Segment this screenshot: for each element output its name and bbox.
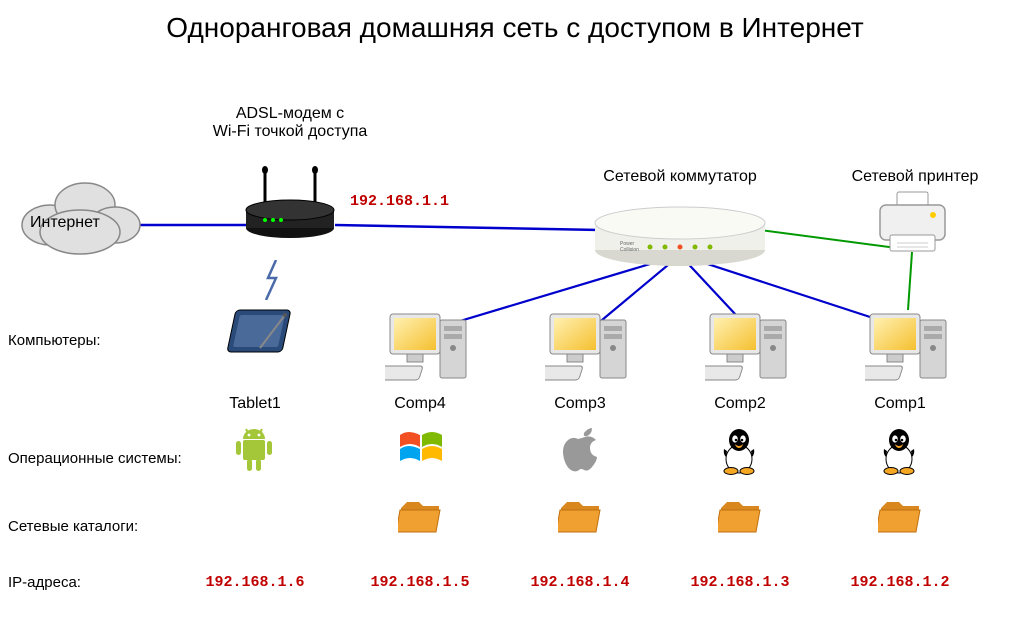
linux-icon (878, 427, 920, 475)
linux-icon (718, 427, 760, 475)
modem-ip: 192.168.1.1 (350, 193, 449, 210)
device-name: Comp4 (370, 395, 470, 413)
apple-icon (558, 427, 598, 473)
printer-icon (875, 190, 950, 255)
android-icon (233, 427, 275, 475)
device-name: Tablet1 (205, 395, 305, 413)
folder-icon (398, 500, 442, 534)
svg-text:Collision: Collision (620, 247, 639, 253)
row-os-label: Операционные системы: (8, 450, 182, 467)
windows-icon (398, 427, 444, 469)
tablet-icon (220, 300, 295, 370)
computer-icon (705, 308, 795, 386)
device-name: Comp1 (850, 395, 950, 413)
device-ip: 192.168.1.6 (195, 574, 315, 591)
folder-icon (878, 500, 922, 534)
device-ip: 192.168.1.4 (520, 574, 640, 591)
printer-label: Сетевой принтер (835, 168, 995, 186)
internet-label: Интернет (30, 214, 100, 232)
modem-label: ADSL-модем с Wi-Fi точкой доступа (180, 105, 400, 141)
device-name: Comp3 (530, 395, 630, 413)
computer-icon (865, 308, 955, 386)
router-icon (240, 160, 340, 240)
switch-icon: Power Collision (590, 195, 770, 270)
computer-icon (545, 308, 635, 386)
wireless-bolt-icon (262, 260, 286, 300)
device-ip: 192.168.1.5 (360, 574, 480, 591)
device-name: Comp2 (690, 395, 790, 413)
folder-icon (558, 500, 602, 534)
row-ips-label: IP-адреса: (8, 574, 81, 591)
device-ip: 192.168.1.2 (840, 574, 960, 591)
device-ip: 192.168.1.3 (680, 574, 800, 591)
switch-label: Сетевой коммутатор (585, 168, 775, 186)
row-computers-label: Компьютеры: (8, 332, 101, 349)
row-folders-label: Сетевые каталоги: (8, 518, 138, 535)
computer-icon (385, 308, 475, 386)
folder-icon (718, 500, 762, 534)
